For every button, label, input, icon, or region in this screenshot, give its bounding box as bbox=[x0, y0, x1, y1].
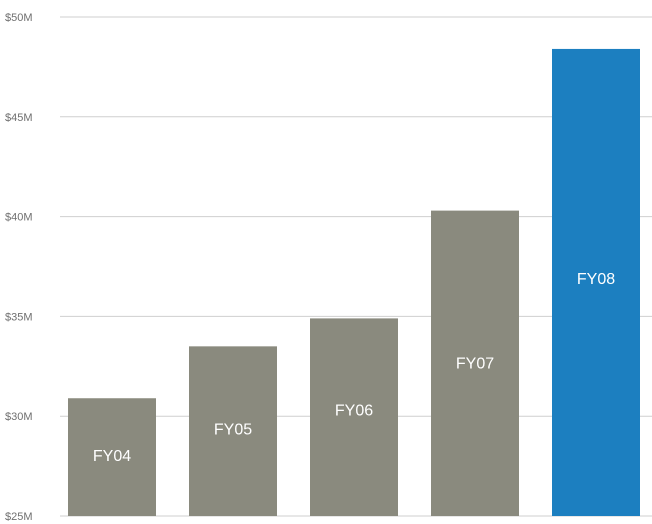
bars bbox=[68, 48, 640, 516]
bar-label-fy05: FY05 bbox=[214, 421, 252, 438]
bar-fy07 bbox=[431, 210, 519, 516]
y-axis: $50M $45M $40M $35M $30M $25M bbox=[5, 12, 33, 523]
bar-labels: FY04 FY05 FY06 FY07 FY08 bbox=[93, 271, 615, 465]
y-tick-label: $45M bbox=[5, 112, 33, 124]
y-tick-label: $50M bbox=[5, 12, 33, 24]
y-tick-label: $40M bbox=[5, 212, 33, 224]
y-tick-label: $25M bbox=[5, 511, 33, 523]
bar-fy05 bbox=[189, 346, 277, 516]
bar-fy04 bbox=[68, 398, 156, 516]
y-tick-label: $35M bbox=[5, 311, 33, 323]
bar-fy06 bbox=[310, 318, 398, 516]
bar-label-fy08: FY08 bbox=[577, 271, 615, 288]
bar-label-fy04: FY04 bbox=[93, 448, 131, 465]
bar-label-fy07: FY07 bbox=[456, 356, 494, 373]
bar-label-fy06: FY06 bbox=[335, 402, 373, 419]
bar-fy08 bbox=[552, 48, 640, 516]
y-tick-label: $30M bbox=[5, 411, 33, 423]
